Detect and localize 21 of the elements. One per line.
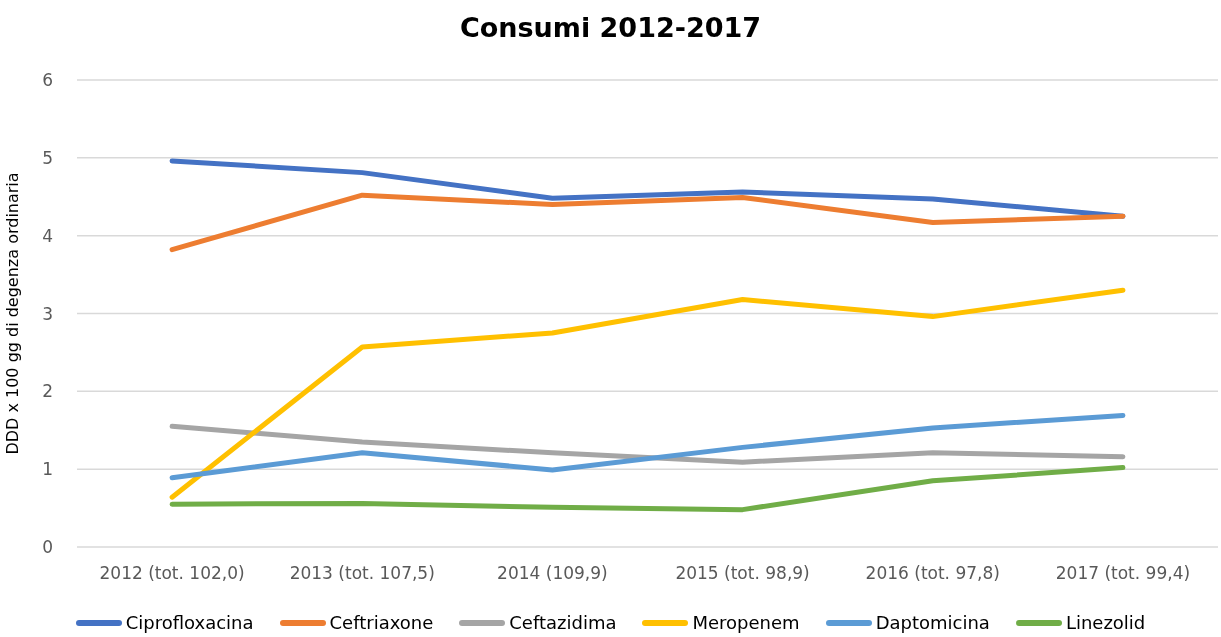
x-tick-label: 2013 (tot. 107,5)	[289, 563, 435, 584]
y-tick-label: 3	[42, 303, 53, 324]
legend-label: Ceftazidima	[509, 612, 617, 633]
y-tick-label: 2	[42, 381, 53, 402]
x-tick-label: 2017 (tot. 99,4)	[1055, 563, 1191, 584]
x-tick-label: 2012 (tot. 102,0)	[99, 563, 245, 584]
y-tick-label: 6	[42, 70, 53, 91]
y-axis-title: DDD x 100 gg di degenza ordinaria	[2, 172, 22, 455]
x-tick-label: 2015 (tot. 98,9)	[675, 563, 810, 584]
x-tick-label: 2014 (109,9)	[497, 563, 608, 584]
legend-label: Ciprofloxacina	[125, 612, 254, 633]
legend-label: Meropenem	[692, 612, 800, 633]
y-tick-label: 4	[42, 225, 53, 246]
legend-label: Linezolid	[1065, 612, 1146, 633]
y-tick-label: 0	[42, 537, 53, 558]
chart-title: Consumi 2012-2017	[458, 12, 763, 43]
legend-label: Daptomicina	[875, 612, 990, 633]
x-tick-label: 2016 (tot. 97,8)	[865, 563, 1000, 584]
legend-label: Ceftriaxone	[329, 612, 434, 633]
y-tick-label: 5	[42, 147, 53, 168]
y-tick-label: 1	[42, 459, 53, 480]
